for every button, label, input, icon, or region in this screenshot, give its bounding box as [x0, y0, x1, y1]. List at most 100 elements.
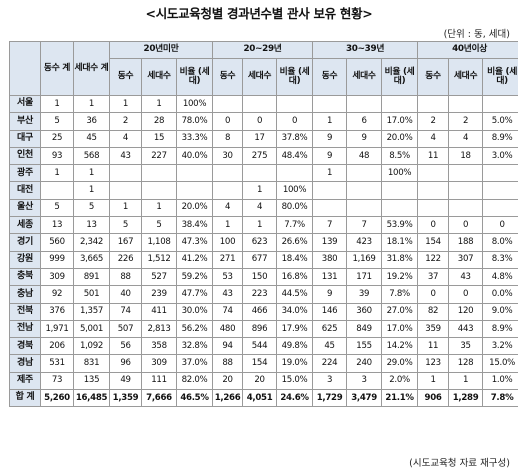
- data-cell: 309: [40, 267, 74, 287]
- data-cell: 4.8%: [482, 267, 518, 287]
- region-cell: 세종: [9, 216, 41, 235]
- data-cell: 34.0%: [276, 302, 314, 321]
- table-row: 광주 1 1 1 100%: [9, 164, 518, 183]
- data-cell: 1,359: [109, 389, 142, 408]
- unit-note: (단위 : 동, 세대): [443, 29, 510, 40]
- data-cell: 88: [109, 267, 142, 287]
- data-cell: 93: [40, 146, 74, 166]
- data-cell: [242, 94, 278, 114]
- region-cell: 충북: [9, 267, 41, 287]
- data-cell: 37: [417, 267, 450, 287]
- data-cell: 0: [482, 216, 518, 235]
- table-row: 강원 999 3,665 226 1,512 41.2% 271 677 18.4% 380 1,1…: [9, 250, 518, 269]
- group-header-30-39: 30~39년: [312, 41, 419, 59]
- sub-header-sedae: 세대수: [242, 58, 278, 96]
- sub-header-dong: 동수: [417, 58, 450, 96]
- data-cell: 1: [417, 371, 450, 391]
- data-cell: 16,485: [73, 389, 110, 408]
- data-cell: 2: [448, 112, 484, 131]
- data-cell: 96: [109, 354, 142, 373]
- data-cell: 443: [448, 319, 484, 339]
- data-cell: 1: [312, 164, 348, 183]
- table-body: 서울 1 1 1 1 100% 부산 5 36 2 28 78.0% 0 0 0 1 6 17.0% 2 2 5.0% 대…: [9, 94, 518, 408]
- data-cell: [448, 94, 484, 114]
- data-cell: 1,971: [40, 319, 74, 339]
- data-cell: 154: [242, 354, 278, 373]
- data-cell: 3.2%: [482, 337, 518, 356]
- data-cell: 4: [212, 198, 244, 218]
- data-cell: 3,479: [346, 389, 383, 408]
- data-cell: [40, 181, 74, 200]
- data-cell: 19.2%: [381, 267, 419, 287]
- data-cell: 49.8%: [276, 337, 314, 356]
- data-cell: 6: [346, 112, 383, 131]
- data-cell: 5: [40, 198, 74, 218]
- dong-total-header: 동수 계: [40, 41, 74, 96]
- data-cell: [448, 181, 484, 200]
- data-cell: 8.0%: [482, 233, 518, 252]
- data-cell: 40.0%: [175, 146, 214, 166]
- data-cell: 11: [417, 337, 450, 356]
- data-cell: 128: [448, 354, 484, 373]
- data-cell: 5: [109, 216, 142, 235]
- data-cell: 2: [109, 112, 142, 131]
- data-cell: 376: [40, 302, 74, 321]
- data-cell: 26.6%: [276, 233, 314, 252]
- data-cell: 82: [417, 302, 450, 321]
- data-cell: 5,001: [73, 319, 110, 339]
- data-cell: 73: [40, 371, 74, 391]
- sub-header-dong: 동수: [312, 58, 348, 96]
- data-cell: 531: [40, 354, 74, 373]
- data-cell: 13: [73, 216, 110, 235]
- region-cell: 울산: [9, 198, 41, 218]
- data-cell: 507: [109, 319, 142, 339]
- data-cell: 48.4%: [276, 146, 314, 166]
- data-cell: 380: [312, 250, 348, 269]
- data-cell: 1,729: [312, 389, 348, 408]
- table-row: 부산 5 36 2 28 78.0% 0 0 0 1 6 17.0% 2 2 5.0%: [9, 112, 518, 131]
- data-cell: 100: [212, 233, 244, 252]
- data-cell: 15: [141, 129, 177, 148]
- sub-header-ratio: 비율 (세대): [482, 58, 518, 96]
- data-cell: 78.0%: [175, 112, 214, 131]
- data-cell: 74: [212, 302, 244, 321]
- data-cell: 9: [312, 285, 348, 304]
- data-cell: 21.1%: [381, 389, 419, 408]
- region-cell: 전북: [9, 302, 41, 321]
- data-cell: 7: [312, 216, 348, 235]
- data-cell: [312, 181, 348, 200]
- data-cell: 623: [242, 233, 278, 252]
- data-cell: 155: [346, 337, 383, 356]
- data-cell: 239: [141, 285, 177, 304]
- data-cell: [381, 181, 419, 200]
- data-cell: 223: [242, 285, 278, 304]
- data-cell: 100%: [276, 181, 314, 200]
- data-cell: 17.0%: [381, 319, 419, 339]
- region-cell: 경남: [9, 354, 41, 373]
- data-cell: 88: [212, 354, 244, 373]
- data-cell: 36: [73, 112, 110, 131]
- data-cell: 43: [212, 285, 244, 304]
- data-cell: 43: [109, 146, 142, 166]
- data-cell: 45: [312, 337, 348, 356]
- table-row: 전북 376 1,357 74 411 30.0% 74 466 34.0% 146 360 27.0…: [9, 302, 518, 321]
- data-cell: 41.2%: [175, 250, 214, 269]
- data-cell: 1: [40, 164, 74, 183]
- data-cell: 20: [212, 371, 244, 391]
- data-cell: 3: [346, 371, 383, 391]
- data-cell: 359: [417, 319, 450, 339]
- data-cell: 18.4%: [276, 250, 314, 269]
- data-cell: 15.0%: [276, 371, 314, 391]
- data-cell: [381, 198, 419, 218]
- data-cell: 1,357: [73, 302, 110, 321]
- data-cell: 111: [141, 371, 177, 391]
- region-cell: 서울: [9, 94, 41, 114]
- housing-table: 동수 계 세대수 계 20년미만 20~29년 30~39년 40년이상 동수 …: [9, 41, 518, 408]
- region-cell: 인천: [9, 146, 41, 166]
- data-cell: 74: [109, 302, 142, 321]
- data-cell: 1: [242, 181, 278, 200]
- data-cell: [448, 198, 484, 218]
- data-cell: 39: [346, 285, 383, 304]
- data-cell: 7,666: [141, 389, 177, 408]
- sub-header-ratio: 비율 (세대): [175, 58, 214, 96]
